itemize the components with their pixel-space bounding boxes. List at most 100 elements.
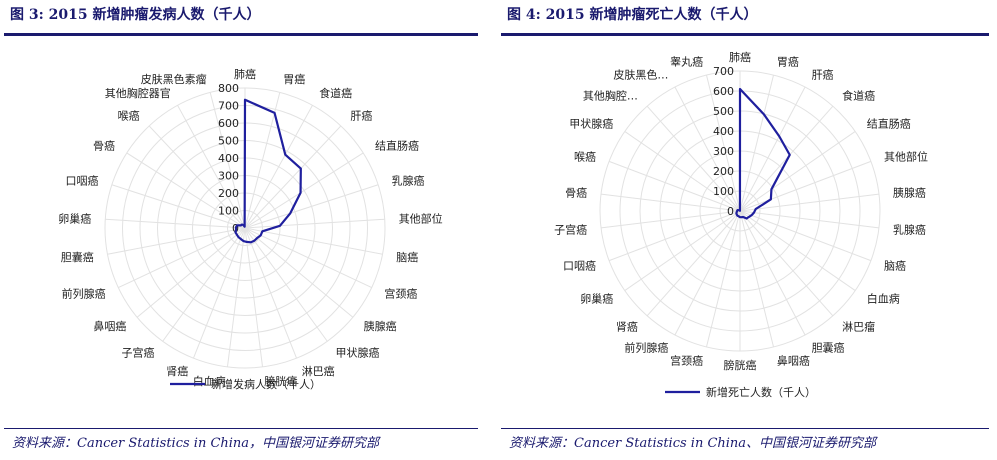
category-label: 胰腺癌: [893, 185, 926, 199]
spoke-line: [244, 227, 372, 289]
source-note: 资料来源：Cancer Statistics in China，中国银河证券研究…: [12, 436, 380, 451]
spoke-line: [739, 210, 806, 336]
legend-label: 新增发病人数（千人）: [211, 377, 321, 391]
spoke-line: [739, 210, 880, 229]
category-label: 宫颈癌: [670, 354, 703, 368]
category-label: 甲状腺癌: [569, 117, 613, 131]
spoke-line: [111, 184, 246, 229]
spoke-line: [244, 152, 364, 229]
category-label: 卵巢癌: [580, 291, 613, 305]
spoke-line: [674, 210, 741, 336]
spoke-line: [126, 152, 246, 229]
category-label: 宫颈癌: [384, 287, 417, 301]
category-label: 淋巴瘤: [842, 319, 875, 333]
r-tick-label: 300: [218, 170, 239, 183]
category-label: 喉癌: [118, 109, 140, 123]
footer-rule: [4, 428, 478, 429]
category-label: 肝癌: [350, 109, 372, 123]
r-tick-label: 0: [727, 205, 734, 218]
category-label: 脑癌: [884, 259, 906, 273]
spoke-line: [226, 227, 246, 367]
spoke-line: [608, 210, 741, 262]
spoke-line: [739, 74, 774, 212]
category-label: 鼻咽癌: [93, 319, 126, 333]
spoke-line: [244, 125, 342, 229]
category-label: 肺癌: [234, 67, 256, 81]
series-line: [234, 98, 302, 244]
category-label: 前列腺癌: [62, 287, 106, 301]
category-label: 口咽癌: [66, 173, 99, 187]
r-tick-label: 300: [713, 145, 734, 158]
category-label: 肺癌: [729, 50, 751, 64]
spoke-line: [646, 210, 741, 317]
r-tick-label: 400: [218, 152, 239, 165]
spoke-line: [706, 210, 741, 348]
category-label: 骨癌: [93, 138, 115, 152]
category-label: 肝癌: [812, 68, 834, 82]
r-tick-label: 800: [218, 82, 239, 95]
figure-title: 图 3: 2015 新增肿瘤发病人数（千人）: [10, 7, 261, 23]
category-label: 其他部位: [884, 149, 928, 163]
category-label: 子宫癌: [121, 346, 154, 360]
title-rule: [4, 33, 478, 36]
category-label: 胆囊癌: [812, 340, 845, 354]
spoke-line: [107, 227, 246, 255]
category-label: 结直肠癌: [375, 138, 419, 152]
category-label: 口咽癌: [563, 259, 596, 273]
category-label: 胃癌: [283, 72, 305, 86]
spoke-line: [608, 160, 741, 212]
r-tick-label: 100: [218, 205, 239, 218]
category-label: 皮肤黑色素瘤: [141, 72, 207, 86]
category-label: 甲状腺癌: [336, 346, 380, 360]
r-tick-label: 600: [218, 117, 239, 130]
spoke-line: [192, 227, 246, 359]
spoke-line: [244, 227, 328, 342]
spoke-line: [739, 193, 880, 212]
category-label: 乳腺癌: [893, 223, 926, 237]
category-label: 膀胱癌: [724, 358, 757, 372]
category-label: 鼻咽癌: [777, 354, 810, 368]
category-label: 卵巢癌: [58, 211, 91, 225]
figure-4-panel: 图 4: 2015 新增肿瘤死亡人数（千人） 0 100 200 300 400 500 6…: [497, 0, 997, 460]
spoke-line: [674, 86, 741, 212]
r-tick-label: 400: [713, 125, 734, 138]
spoke-line: [244, 218, 385, 229]
r-tick-label: 700: [713, 65, 734, 78]
category-label: 肾癌: [616, 319, 638, 333]
figure-3-panel: 图 3: 2015 新增肿瘤发病人数（千人） 0 100 200 300 400 500 6…: [0, 0, 482, 460]
category-label: 结直肠癌: [867, 117, 911, 131]
r-tick-label: 700: [218, 100, 239, 113]
spoke-line: [118, 227, 246, 289]
category-label: 前列腺癌: [624, 340, 668, 354]
category-label: 其他胸腔器官: [105, 86, 171, 100]
category-label: 肾癌: [166, 364, 188, 378]
r-tick-label: 200: [713, 165, 734, 178]
spoke-line: [739, 131, 856, 212]
spoke-line: [244, 227, 354, 318]
spoke-line: [244, 184, 379, 229]
spoke-line: [739, 210, 856, 291]
category-label: 喉癌: [574, 149, 596, 163]
spoke-line: [739, 105, 834, 212]
category-label: 白血病: [867, 291, 900, 305]
r-tick-label: 500: [713, 105, 734, 118]
spoke-line: [105, 218, 246, 229]
spoke-line: [244, 227, 264, 367]
spoke-line: [177, 105, 246, 229]
category-label: 胰腺癌: [364, 319, 397, 333]
category-label: 脑癌: [396, 250, 418, 264]
spoke-line: [739, 86, 806, 212]
spoke-line: [706, 74, 741, 212]
category-label: 食道癌: [842, 89, 875, 103]
category-label: 子宫癌: [554, 223, 587, 237]
category-label: 食道癌: [319, 86, 352, 100]
series-line: [735, 87, 791, 220]
spoke-line: [600, 193, 741, 212]
r-tick-label: 100: [713, 185, 734, 198]
spoke-line: [624, 131, 741, 212]
category-label: 膀胱癌: [264, 374, 297, 388]
spoke-line: [739, 210, 872, 262]
spoke-line: [244, 227, 383, 255]
